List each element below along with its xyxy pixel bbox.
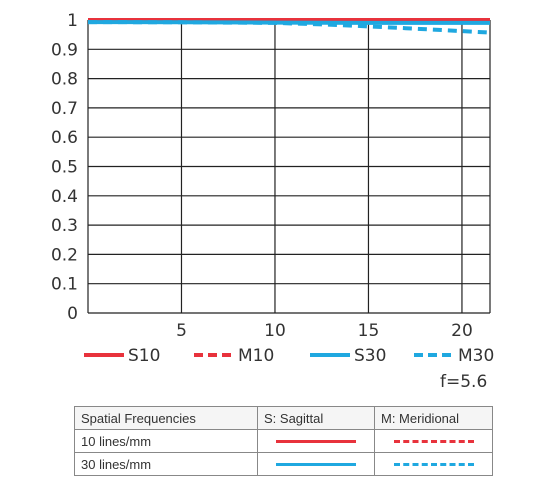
legend-label-m10: M10 [238,346,274,366]
legend-label-s30: S30 [354,346,386,366]
y-tick-label: 0.3 [51,216,78,236]
legend-table-row: 10 lines/mm [74,429,493,453]
y-tick-label: 1 [67,11,78,31]
s30-line-sample [276,462,356,466]
legend-table-row: 30 lines/mm [74,452,493,476]
m10-line-sample [393,439,474,443]
legend-label-s10: S10 [128,346,160,366]
x-tick-label: 10 [264,321,286,341]
chart-legend: S10 M10 S30 M30 [84,346,494,366]
x-tick-labels: 5 10 15 20 [176,321,473,341]
x-tick-label: 15 [358,321,380,341]
header-spatial-frequencies: Spatial Frequencies [74,406,258,430]
y-tick-label: 0.9 [51,40,78,60]
y-tick-label: 0.8 [51,70,78,90]
chart-grid [87,19,491,314]
y-tick-labels: 0 0.1 0.2 0.3 0.4 0.5 0.6 0.7 0.8 0.9 1 [51,11,78,324]
legend-table-header: Spatial Frequencies S: Sagittal M: Merid… [74,406,493,430]
s10-line-sample [276,439,356,443]
row-label-10: 10 lines/mm [74,429,258,453]
mtf-chart: 0 0.1 0.2 0.3 0.4 0.5 0.6 0.7 0.8 0.9 1 5 10 15 20 S1… [51,11,494,366]
header-sagittal: S: Sagittal [257,406,375,430]
header-meridional: M: Meridional [374,406,493,430]
legend-table: Spatial Frequencies S: Sagittal M: Merid… [74,406,493,476]
row-label-30: 30 lines/mm [74,452,258,476]
sample-s10 [257,429,375,453]
x-tick-label: 5 [176,321,187,341]
x-tick-label: 20 [451,321,473,341]
aperture-label: f=5.6 [440,372,488,392]
y-tick-label: 0.1 [51,275,78,295]
sample-s30 [257,452,375,476]
m30-line-sample [393,462,474,466]
y-tick-label: 0 [67,304,78,324]
sample-m10 [374,429,493,453]
y-tick-label: 0.6 [51,128,78,148]
sample-m30 [374,452,493,476]
chart-series [87,18,491,35]
legend-label-m30: M30 [458,346,494,366]
y-tick-label: 0.5 [51,158,78,178]
series-line-m30 [87,20,491,35]
y-tick-label: 0.2 [51,245,78,265]
y-tick-label: 0.7 [51,99,78,119]
y-tick-label: 0.4 [51,187,78,207]
